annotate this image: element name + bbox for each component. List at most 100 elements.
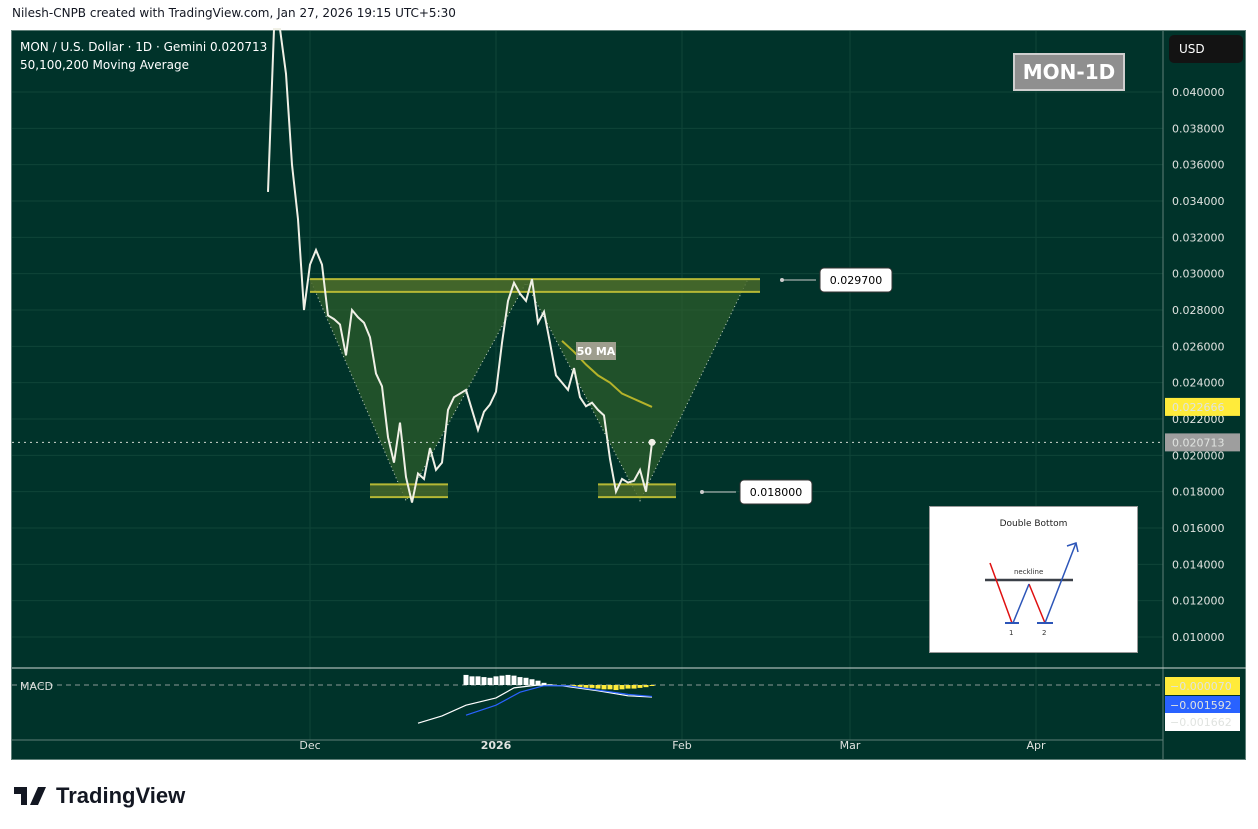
macd-histogram-bar [511,675,517,685]
last-price-tag-bg [1165,433,1240,452]
symbol-title[interactable]: MON / U.S. Dollar · 1D · Gemini 0.020713 [20,40,268,54]
resistance-label: 0.029700 [830,274,883,287]
support-label-dot [700,490,704,494]
macd-histogram-bar [499,675,505,685]
y-tick-label: 0.018000 [1172,486,1225,499]
y-tick-label: 0.010000 [1172,631,1225,644]
ma50-price-tag-bg [1165,397,1240,416]
resistance-label-dot [780,278,784,282]
resistance-label-box [819,267,893,293]
support-label-box [739,479,813,505]
series-layer: 50 MA 0.029700 0.018000 [12,28,1163,505]
macd-histogram-bar [493,676,499,685]
macd-histogram-bar [577,685,583,688]
macd-histogram-bar [601,685,607,690]
chart-credit: Nilesh-CNPB created with TradingView.com… [12,6,456,20]
y-tick-label: 0.014000 [1172,558,1225,571]
y-tick-label: 0.040000 [1172,86,1225,99]
x-tick-label: Apr [1026,739,1046,752]
timeframe-badge: MON-1D [1013,53,1125,91]
y-tick-label: 0.028000 [1172,304,1225,317]
macd-title: MACD [20,680,53,693]
macd-histogram-tag: −0.000070 [1170,680,1232,693]
time-axis: Dec 2026 Feb Mar Apr [299,739,1046,752]
double-bottom-illustration: Double Bottom neckline 1 2 [929,506,1138,653]
macd-histogram-bar [595,685,601,689]
ma50-label-bg [576,342,616,360]
macd-histogram-bar [523,677,529,685]
macd-line [417,684,653,724]
y-tick-label: 0.036000 [1172,159,1225,172]
macd-histogram-bar [589,685,595,688]
y-tick-label: 0.020000 [1172,449,1225,462]
support-label: 0.018000 [750,486,803,499]
macd-signal-tag-bg [1165,696,1240,714]
arrow-head-icon [1066,542,1079,553]
bottom-2-label: 2 [1042,629,1047,637]
pattern-title: Double Bottom [999,519,1068,529]
indicator-title[interactable]: 50,100,200 Moving Average [20,58,189,72]
chart-legend: MON / U.S. Dollar · 1D · Gemini 0.020713… [20,38,267,74]
y-tick-label: 0.022000 [1172,413,1225,426]
pattern-zones [309,278,760,502]
x-tick-label: Feb [672,739,691,752]
macd-histogram-bar [475,676,481,685]
red-leg [1028,583,1046,624]
ma50-label: 50 MA [577,345,616,358]
ma50-line [561,340,653,408]
signal-line [465,685,653,716]
macd-histogram-bar [541,682,547,685]
blue-arrow [1044,542,1077,624]
macd-histogram-bar [637,685,643,688]
brand-name: TradingView [56,783,186,808]
last-price-marker [648,438,656,446]
macd-histogram-bar [517,677,523,685]
currency-button[interactable]: USD [1169,35,1243,63]
x-tick-label: Mar [840,739,861,752]
blue-leg [1012,583,1030,624]
y-tick-label: 0.034000 [1172,195,1225,208]
support-zone [598,484,676,498]
x-tick-label: Dec [299,739,320,752]
last-price-tag: 0.020713 [1172,436,1225,449]
price-line [267,28,653,503]
macd-histogram-bar [505,674,511,685]
y-tick-label: 0.030000 [1172,268,1225,281]
neckline-label: neckline [1014,568,1044,576]
tradingview-logo-icon [14,787,46,805]
y-tick-label: 0.016000 [1172,522,1225,535]
macd-histogram-bar [463,674,469,685]
macd-histogram-bar [631,685,637,689]
double-bottom-diagram [985,542,1079,624]
y-tick-label: 0.038000 [1172,122,1225,135]
price-axis: 0.040000 0.038000 0.036000 0.034000 0.032000… [12,31,1246,760]
macd-histogram-bar [643,685,649,688]
macd-histogram-bar [535,680,541,685]
y-tick-label: 0.024000 [1172,377,1225,390]
macd-macd-tag: −0.001662 [1170,716,1232,729]
macd-pane: MACD [12,674,1163,724]
macd-histogram-bar [481,677,487,685]
macd-histogram-bar [625,685,631,689]
red-leg [989,562,1013,624]
macd-macd-tag-bg [1165,713,1240,731]
macd-histogram-bar [529,679,535,685]
x-tick-label: 2026 [481,739,512,752]
macd-signal-tag: −0.001592 [1170,699,1232,712]
tradingview-logo[interactable]: TradingView [14,783,185,809]
y-tick-label: 0.032000 [1172,231,1225,244]
macd-histogram-bar [607,685,613,690]
macd-histogram-bar [619,685,625,690]
macd-histogram-bar [487,677,493,685]
y-tick-label: 0.012000 [1172,595,1225,608]
macd-histogram-bar [613,685,619,691]
macd-histogram-bar [583,685,589,688]
y-tick-label: 0.026000 [1172,340,1225,353]
macd-histogram-bar [649,685,655,686]
bottom-1-label: 1 [1009,629,1014,637]
macd-histogram-bar [469,676,475,685]
double-bottom-fill [310,279,748,501]
resistance-zone [310,279,760,292]
macd-histogram-tag-bg [1165,677,1240,695]
